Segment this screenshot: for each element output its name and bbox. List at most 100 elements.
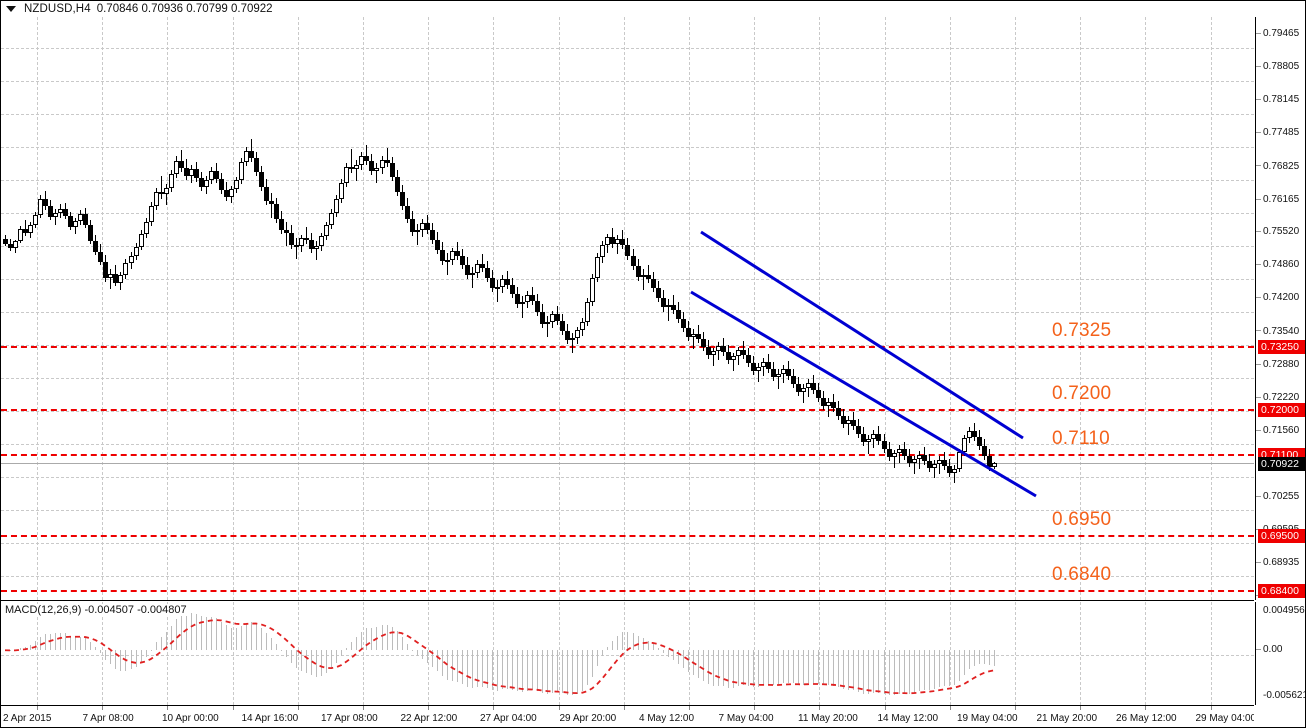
- macd-histogram-bar: [617, 635, 619, 651]
- macd-histogram-bar: [401, 636, 403, 651]
- candlestick: [505, 17, 510, 600]
- gridline-vertical: [1015, 602, 1016, 705]
- candle-body-bullish: [585, 302, 591, 322]
- candlestick: [580, 17, 586, 600]
- candlestick: [645, 17, 651, 600]
- candlestick: [163, 17, 169, 600]
- macd-histogram-bar: [963, 650, 965, 676]
- macd-histogram-bar: [371, 627, 373, 651]
- candlestick: [78, 17, 84, 600]
- macd-histogram-bar: [627, 631, 629, 651]
- candlestick: [243, 17, 249, 600]
- macd-histogram-bar: [808, 650, 810, 684]
- macd-histogram-bar: [386, 624, 388, 651]
- macd-axis-tick: -0.005621: [1263, 690, 1305, 701]
- macd-histogram-bar: [818, 650, 820, 684]
- candlestick: [374, 17, 380, 600]
- support-resistance-line: [1, 454, 1254, 457]
- gridline-vertical: [363, 17, 364, 600]
- macd-title: MACD(12,26,9) -0.004507 -0.004807: [5, 604, 190, 616]
- time-axis[interactable]: 2 Apr 2015 7 Apr 08:00 10 Apr 00:00 14 Apr …: [1, 705, 1254, 727]
- macd-histogram-bar: [622, 632, 624, 651]
- macd-histogram-bar: [215, 618, 217, 651]
- candlestick: [128, 17, 134, 600]
- macd-histogram-bar: [90, 642, 92, 651]
- candle-body-bearish: [218, 178, 224, 190]
- ohlc-values: 0.70846 0.70936 0.70799 0.70922: [96, 2, 273, 15]
- macd-histogram-bar: [712, 650, 714, 686]
- candle-wick: [165, 183, 167, 205]
- macd-histogram-bar: [717, 650, 719, 686]
- macd-histogram-bar: [943, 650, 945, 686]
- level-label: 0.7110: [1052, 428, 1110, 450]
- macd-histogram-bar: [537, 650, 539, 691]
- chevron-down-icon[interactable]: [6, 5, 16, 12]
- macd-histogram-bar: [185, 614, 187, 651]
- candlestick: [459, 17, 465, 600]
- candle-body-bullish: [314, 246, 320, 250]
- candlestick: [349, 17, 355, 600]
- candle-body-bullish: [419, 223, 425, 231]
- price-axis-tick: 0.72880: [1256, 359, 1299, 370]
- candlestick: [575, 17, 581, 600]
- macd-pane[interactable]: MACD(12,26,9) -0.004507 -0.004807: [1, 602, 1254, 705]
- candle-body-bearish: [178, 160, 184, 168]
- time-axis-label: 14 Apr 16:00: [241, 713, 299, 724]
- macd-histogram-bar: [903, 650, 905, 694]
- macd-histogram-bar: [235, 628, 237, 651]
- macd-histogram-bar: [592, 650, 594, 677]
- macd-histogram-bar: [597, 650, 599, 667]
- candlestick: [53, 17, 59, 600]
- time-axis-tick: [949, 706, 951, 710]
- time-axis-label: 17 Apr 08:00: [321, 713, 378, 724]
- macd-histogram-bar: [677, 650, 679, 664]
- gridline-horizontal: [1, 576, 1254, 577]
- macd-histogram-bar: [637, 636, 639, 651]
- candle-body-bullish: [53, 213, 59, 218]
- price-chart-pane[interactable]: 0.7325 0.7200 0.7110 0.6950 0.6840: [1, 17, 1254, 600]
- candle-body-bullish: [605, 237, 611, 246]
- macd-histogram-bar: [918, 650, 920, 691]
- macd-axis[interactable]: 0.004956 0.00 -0.005621: [1255, 602, 1305, 705]
- candle-wick: [271, 192, 273, 219]
- macd-histogram-bar: [923, 650, 925, 691]
- macd-histogram-bar: [978, 650, 980, 664]
- candle-body-bullish: [339, 182, 345, 199]
- candlestick: [670, 17, 676, 600]
- gridline-vertical: [1145, 17, 1147, 600]
- candle-body-bearish: [289, 233, 295, 246]
- candlestick: [259, 17, 265, 600]
- candle-wick: [547, 315, 549, 337]
- candlestick: [43, 17, 49, 600]
- macd-histogram-bar: [281, 650, 283, 652]
- candle-body-bullish: [600, 245, 606, 258]
- macd-histogram-bar: [130, 650, 132, 670]
- macd-histogram-bar: [80, 636, 82, 651]
- level-label: 0.7325: [1052, 320, 1112, 342]
- candlestick: [650, 17, 656, 600]
- support-resistance-line: [1, 346, 1254, 349]
- macd-histogram-bar: [406, 643, 408, 651]
- macd-histogram-bar: [341, 650, 343, 657]
- macd-histogram-bar: [697, 650, 699, 678]
- candle-body-bearish: [464, 265, 470, 276]
- macd-histogram-bar: [170, 625, 172, 651]
- macd-histogram-bar: [256, 623, 257, 651]
- macd-histogram-bar: [426, 650, 428, 663]
- gridline-vertical: [1145, 602, 1147, 705]
- time-axis-label: 4 May 12:00: [639, 713, 695, 724]
- candlestick: [339, 17, 345, 600]
- support-resistance-line: [1, 409, 1254, 412]
- candle-wick: [848, 416, 850, 436]
- candlestick: [218, 17, 224, 600]
- gridline-horizontal: [1, 543, 1254, 544]
- candlestick: [665, 17, 671, 600]
- gridline-horizontal: [1, 378, 1254, 379]
- price-axis[interactable]: 0.79465 0.78805 0.78145 0.77485 0.76825 0.761…: [1255, 17, 1305, 600]
- current-price-tag: 0.70922: [1258, 457, 1305, 472]
- macd-histogram-bar: [115, 650, 117, 670]
- time-axis-label: 29 May 04:00: [1195, 713, 1255, 724]
- candle-wick: [898, 445, 900, 464]
- macd-histogram-bar: [913, 650, 915, 693]
- candle-wick: [356, 159, 358, 181]
